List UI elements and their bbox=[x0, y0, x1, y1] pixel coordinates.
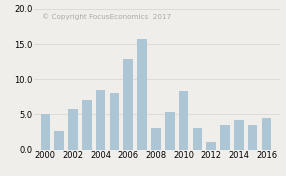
Bar bbox=[41, 114, 50, 150]
Bar bbox=[206, 142, 216, 150]
Bar bbox=[54, 131, 64, 150]
Bar bbox=[220, 125, 230, 150]
Bar bbox=[234, 120, 244, 150]
Bar bbox=[68, 109, 78, 150]
Bar bbox=[124, 59, 133, 150]
Bar bbox=[192, 128, 202, 150]
Bar bbox=[165, 112, 174, 150]
Text: © Copyright FocusEconomics  2017: © Copyright FocusEconomics 2017 bbox=[42, 13, 171, 20]
Bar bbox=[248, 125, 257, 150]
Bar bbox=[262, 118, 271, 150]
Bar bbox=[82, 100, 92, 150]
Bar bbox=[179, 91, 188, 150]
Bar bbox=[151, 128, 161, 150]
Bar bbox=[110, 93, 119, 150]
Bar bbox=[137, 39, 147, 150]
Bar bbox=[96, 90, 106, 150]
